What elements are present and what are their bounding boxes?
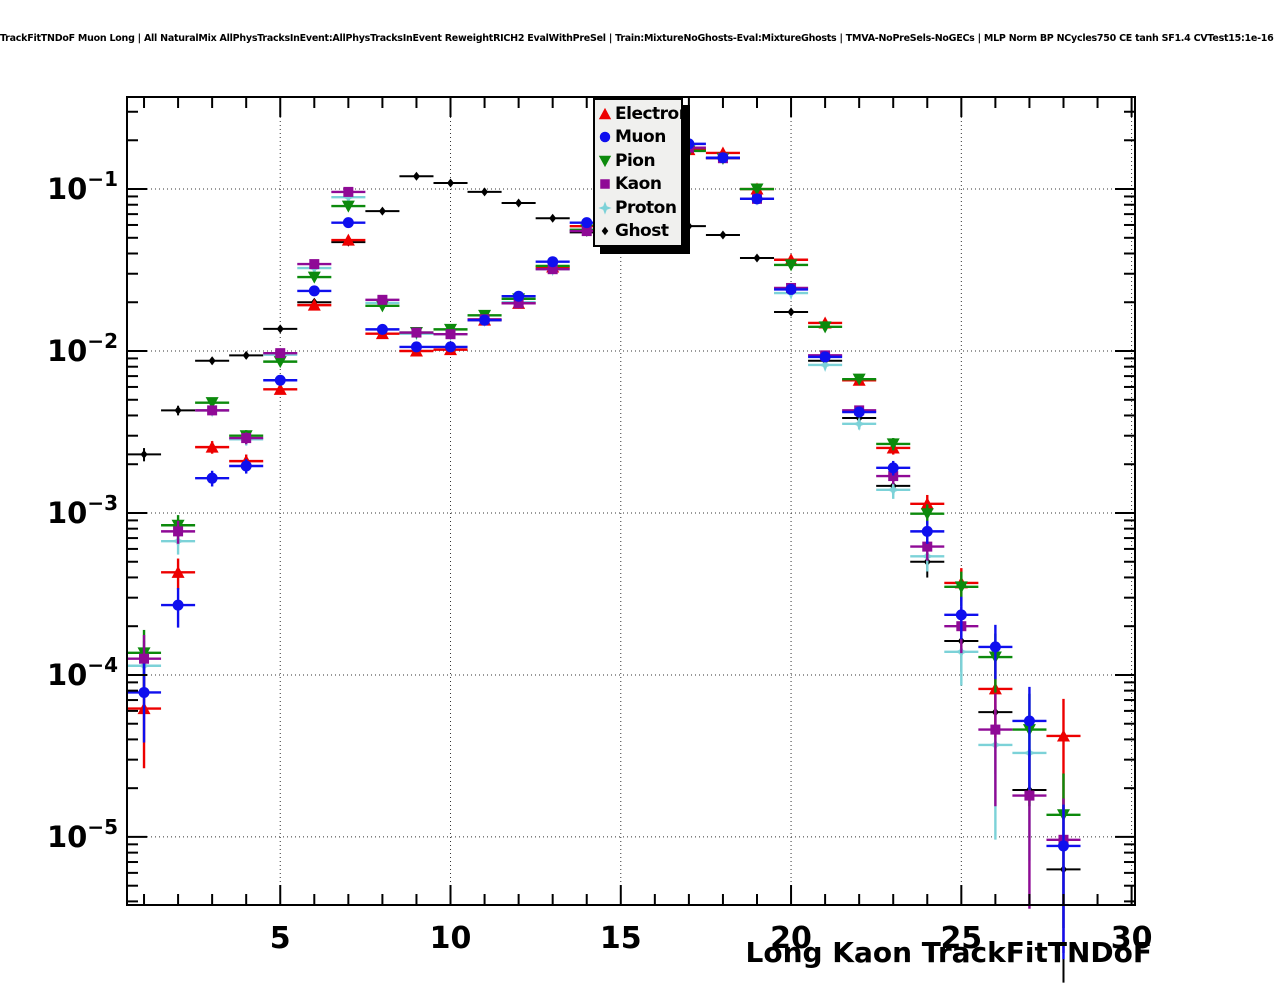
legend-item-ghost: Ghost: [597, 220, 681, 243]
svg-text:30: 30: [1111, 921, 1153, 956]
legend-label: Muon: [615, 127, 666, 148]
y-axis-labels: 10−1 10−2 10−3 10−4 10−5: [47, 167, 118, 854]
legend-item-proton: Proton: [597, 196, 681, 219]
svg-text:20: 20: [770, 921, 812, 956]
svg-text:25: 25: [940, 921, 982, 956]
legend-item-kaon: Kaon: [597, 173, 681, 196]
legend-label: Ghost: [615, 221, 669, 242]
legend-label: Kaon: [615, 174, 662, 195]
axis-ticks: [127, 97, 1135, 905]
triangle-up-icon: [597, 105, 614, 123]
plot-frame: [126, 96, 1136, 906]
legend-item-electron: Electron: [597, 102, 681, 125]
series-proton: [127, 141, 1047, 861]
diamond-icon: [597, 222, 614, 240]
svg-text:10−5: 10−5: [47, 815, 118, 854]
star4-icon: [597, 199, 614, 217]
svg-text:10−2: 10−2: [47, 329, 118, 368]
legend-item-muon: Muon: [597, 126, 681, 149]
legend-label: Proton: [615, 197, 677, 218]
series-ghost: [127, 171, 1081, 983]
legend-item-pion: Pion: [597, 149, 681, 172]
series-muon: [127, 138, 1081, 960]
legend-label: Electron: [615, 103, 681, 124]
legend-label: Pion: [615, 150, 656, 171]
svg-text:10−1: 10−1: [47, 167, 118, 206]
plot-title: TrackFitTNDoF Muon Long | All NaturalMix…: [0, 33, 1276, 44]
series-pion: [127, 145, 1081, 929]
x-axis-labels: 5 10 15 20 25 30: [270, 921, 1153, 956]
svg-text:15: 15: [600, 921, 642, 956]
gridlines: [127, 97, 1135, 905]
svg-text:10−4: 10−4: [47, 653, 118, 692]
circle-icon: [597, 128, 614, 146]
square-icon: [597, 175, 614, 193]
svg-text:10−3: 10−3: [47, 491, 118, 530]
svg-text:10: 10: [430, 921, 472, 956]
series-kaon: [127, 142, 1081, 954]
svg-text:5: 5: [270, 921, 291, 956]
triangle-down-icon: [597, 152, 614, 170]
x-axis-title: Long Kaon TrackFitTNDoF: [745, 936, 1152, 969]
